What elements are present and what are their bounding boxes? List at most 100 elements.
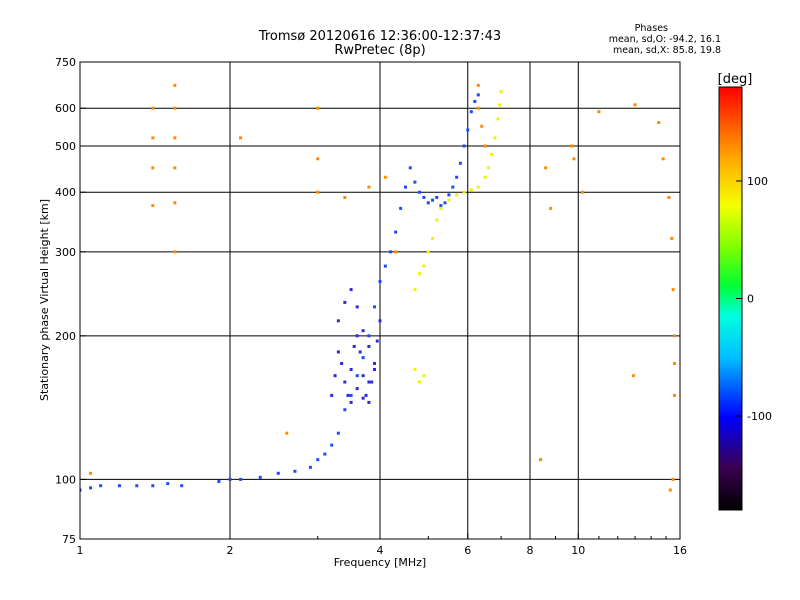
data-point xyxy=(173,83,177,87)
data-point xyxy=(367,185,371,189)
data-point xyxy=(673,334,677,338)
data-point xyxy=(667,195,671,199)
data-point xyxy=(217,479,221,483)
y-tick-label: 200 xyxy=(55,330,76,343)
data-point xyxy=(466,128,470,132)
data-point xyxy=(399,206,403,210)
data-point xyxy=(572,157,576,161)
data-point xyxy=(373,361,377,365)
data-point xyxy=(285,431,289,435)
data-point xyxy=(336,350,340,354)
x-axis-ticks: 1 2 4 6 8 10 16 xyxy=(77,533,687,557)
data-point xyxy=(473,99,477,103)
y-tick-label: 750 xyxy=(55,56,76,69)
data-point xyxy=(383,175,387,179)
data-point xyxy=(180,484,184,488)
data-point xyxy=(370,380,374,384)
data-point xyxy=(476,185,480,189)
data-point xyxy=(447,198,451,202)
data-point xyxy=(426,250,430,254)
data-point xyxy=(462,190,466,194)
x-tick-label: 2 xyxy=(227,544,234,557)
data-point xyxy=(394,250,398,254)
data-point xyxy=(316,157,320,161)
data-point xyxy=(403,185,407,189)
data-point xyxy=(316,190,320,194)
colorbar-tick-label: -100 xyxy=(747,410,772,423)
data-point xyxy=(333,374,337,378)
data-point xyxy=(173,201,177,205)
x-tick-label: 10 xyxy=(571,544,585,557)
colorbar-ticks: -100 0 100 xyxy=(736,175,772,423)
data-point xyxy=(417,272,421,276)
data-point xyxy=(336,319,340,323)
data-point xyxy=(447,193,451,197)
data-point xyxy=(349,400,353,404)
data-point xyxy=(389,250,393,254)
data-point xyxy=(549,206,553,210)
data-point xyxy=(455,193,459,197)
data-point xyxy=(343,408,347,412)
data-point xyxy=(671,288,675,292)
data-point xyxy=(673,393,677,397)
colorbar-tick-label: 0 xyxy=(747,293,754,306)
data-point xyxy=(343,380,347,384)
data-point xyxy=(668,488,672,492)
data-point xyxy=(151,166,155,170)
data-point xyxy=(476,83,480,87)
data-point xyxy=(346,393,350,397)
chart-subtitle: RwPretec (8p) xyxy=(334,43,425,58)
data-point xyxy=(661,157,665,161)
data-point xyxy=(486,166,490,170)
data-point xyxy=(373,367,377,371)
data-point xyxy=(367,380,371,384)
data-point xyxy=(476,106,480,110)
data-point xyxy=(239,477,243,481)
data-point xyxy=(349,288,353,292)
data-point xyxy=(276,471,280,475)
data-point xyxy=(439,206,443,210)
data-point xyxy=(336,431,340,435)
data-point xyxy=(544,166,548,170)
data-point xyxy=(364,393,368,397)
data-point xyxy=(496,117,500,121)
phase-mean-x: mean, sd,X: 85.8, 19.8 xyxy=(613,45,721,56)
colorbar-label: [deg] xyxy=(718,72,753,87)
data-point xyxy=(458,161,462,165)
data-point xyxy=(355,374,359,378)
data-point xyxy=(343,300,347,304)
data-point xyxy=(316,106,320,110)
data-point xyxy=(462,144,466,148)
data-point xyxy=(426,201,430,205)
data-point xyxy=(483,144,487,148)
data-point xyxy=(469,188,473,192)
data-point xyxy=(308,465,312,469)
data-point xyxy=(361,374,365,378)
data-point xyxy=(375,339,379,343)
chart-title: Tromsø 20120616 12:36:00-12:37:43 xyxy=(258,29,501,44)
y-tick-label: 100 xyxy=(55,473,76,486)
data-point xyxy=(439,204,443,208)
data-point xyxy=(483,175,487,179)
data-point xyxy=(323,452,327,456)
data-point xyxy=(173,136,177,140)
y-axis-label: Stationary phase Virtual Height [km] xyxy=(38,199,51,401)
y-tick-label: 500 xyxy=(55,140,76,153)
data-point xyxy=(378,319,382,323)
data-point xyxy=(117,484,121,488)
data-point xyxy=(151,136,155,140)
data-point xyxy=(355,387,359,391)
data-point xyxy=(151,204,155,208)
y-axis-ticks: 75 100 200 300 400 500 600 750 xyxy=(55,56,86,546)
y-tick-label: 75 xyxy=(62,533,76,546)
x-axis-label: Frequency [MHz] xyxy=(334,556,426,569)
data-point xyxy=(367,344,371,348)
phase-mean-o: mean, sd,O: -94.2, 16.1 xyxy=(609,34,721,45)
data-point xyxy=(476,93,480,97)
data-point xyxy=(422,195,426,199)
data-point xyxy=(316,458,320,462)
data-point xyxy=(173,106,177,110)
data-point xyxy=(166,482,170,486)
data-point xyxy=(498,103,502,107)
data-point xyxy=(330,393,334,397)
